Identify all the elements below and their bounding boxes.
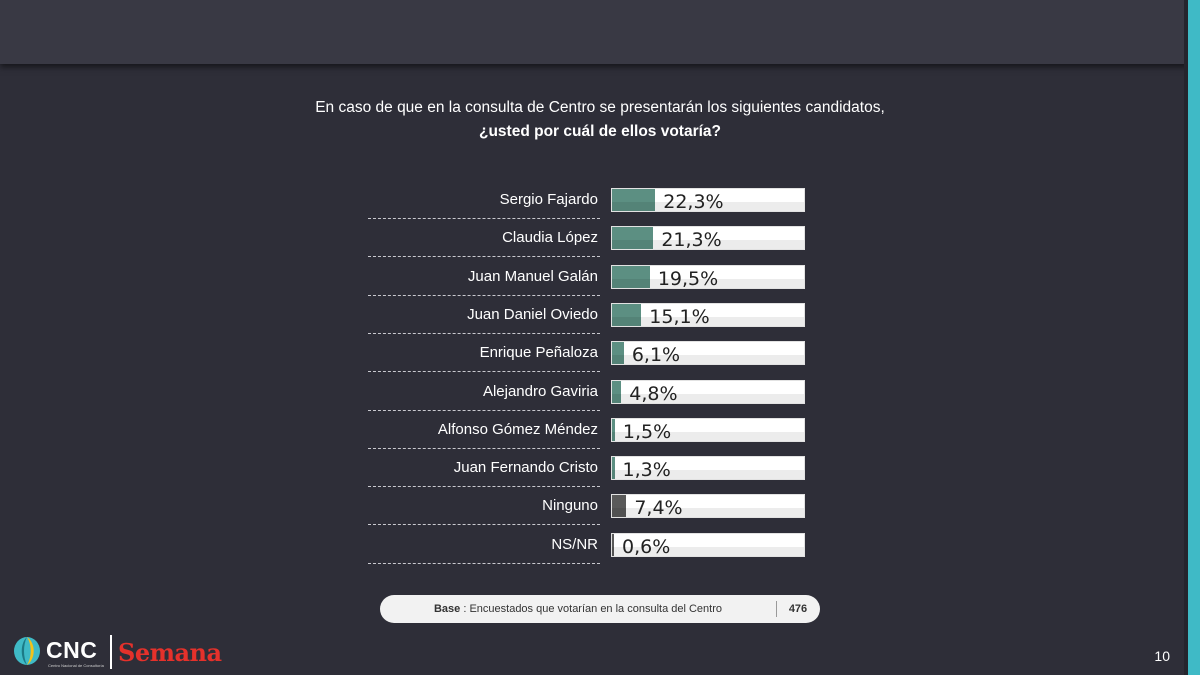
category-label: Alfonso Gómez Méndez [437, 421, 598, 438]
row-separator [368, 371, 600, 372]
bar-value-label: 22,3% [663, 191, 724, 213]
category-label: Alejandro Gaviria [482, 383, 598, 400]
category-label: Enrique Peñaloza [479, 344, 598, 361]
base-label: Base [433, 603, 461, 615]
bar-value-label: 0,6% [622, 536, 671, 558]
bar [612, 534, 614, 556]
row-separator [368, 410, 600, 411]
row-separator [368, 295, 600, 296]
row-separator [368, 256, 600, 257]
bar-track: 21,3% [611, 226, 805, 251]
bar-value-label: 4,8% [629, 383, 678, 405]
right-edge-shade [1184, 0, 1188, 675]
bar [612, 381, 622, 403]
footer-logos: CNC Centro Nacional de Consultoría Seman… [12, 633, 232, 673]
bar-track: 22,3% [611, 188, 805, 213]
right-accent-stripe [1188, 0, 1200, 675]
bar-track: 15,1% [611, 303, 805, 328]
bar-value-label: 1,5% [622, 421, 672, 443]
row-separator [368, 333, 600, 334]
semana-logo: Semana [118, 638, 222, 667]
base-sample-size: 476 [788, 603, 808, 615]
bar-track: 6,1% [611, 341, 805, 366]
bar-value-label: 15,1% [649, 306, 710, 328]
base-footnote: Base : Encuestados que votarían en la co… [380, 595, 820, 623]
base-description: : Encuestados que votarían en la consult… [460, 603, 723, 615]
bar-value-label: 7,4% [634, 497, 683, 519]
bar-value-label: 6,1% [631, 344, 681, 366]
cnc-logo-text: CNC [46, 637, 98, 663]
bar-value-label: 1,3% [622, 459, 671, 481]
bar [612, 342, 624, 364]
cnc-logo-subtitle: Centro Nacional de Consultoría [48, 663, 104, 668]
category-label: Juan Daniel Oviedo [467, 306, 598, 323]
category-label: Juan Manuel Galán [467, 268, 598, 285]
cnc-logo-icon [14, 637, 40, 665]
category-label: Sergio Fajardo [499, 191, 598, 208]
base-divider [776, 601, 777, 617]
question-line-2: ¿usted por cuál de ellos votaría? [478, 123, 722, 140]
bar-value-label: 21,3% [661, 229, 722, 251]
bar-value-label: 19,5% [657, 268, 719, 290]
survey-question: En caso de que en la consulta de Centro … [250, 96, 950, 144]
category-label: Claudia López [502, 229, 598, 246]
base-text: Base : Encuestados que votarían en la co… [380, 595, 776, 623]
header-band [0, 0, 1188, 64]
bar [612, 457, 615, 479]
bar-track: 4,8% [611, 380, 805, 405]
category-label: Ninguno [542, 497, 598, 514]
bar [612, 419, 615, 441]
question-line-1: En caso de que en la consulta de Centro … [315, 99, 885, 116]
row-separator [368, 524, 600, 525]
page-number: 10 [1154, 648, 1170, 664]
row-separator [368, 563, 600, 564]
bar-track: 1,5% [611, 418, 805, 443]
bar [612, 304, 642, 326]
bar [612, 189, 656, 211]
bar-track: 1,3% [611, 456, 805, 481]
logo-divider [110, 635, 112, 669]
row-separator [368, 486, 600, 487]
bar [612, 495, 627, 517]
bar-track: 19,5% [611, 265, 805, 290]
bar-track: 0,6% [611, 533, 805, 558]
row-separator [368, 218, 600, 219]
category-label: NS/NR [551, 536, 598, 553]
bar [612, 266, 650, 288]
bar-track: 7,4% [611, 494, 805, 519]
row-separator [368, 448, 600, 449]
category-label: Juan Fernando Cristo [453, 459, 598, 476]
bar [612, 227, 654, 249]
